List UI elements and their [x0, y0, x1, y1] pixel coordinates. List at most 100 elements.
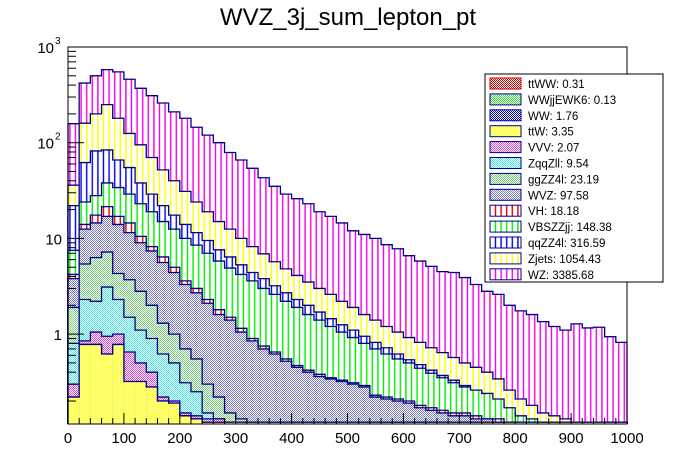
legend-label: qqZZ4l: 316.59 — [528, 238, 605, 250]
bar-vbszzjj-bin-24 — [336, 332, 348, 424]
legend-swatch — [489, 236, 522, 249]
legend-entry-wvz: WVZ: 97.58 — [489, 188, 589, 202]
legend-label: VBSZZjj: 148.38 — [528, 222, 612, 234]
bar-ttw-bin-22 — [313, 422, 326, 424]
bar-ttw-bin-37 — [481, 422, 493, 424]
bar-vbszzjj-bin-34 — [448, 382, 460, 424]
bar-vbszzjj-bin-22 — [313, 320, 326, 424]
legend-swatch — [489, 268, 522, 281]
bar-wz-bin-43 — [548, 326, 560, 424]
legend-label: ttW: 3.35 — [528, 127, 574, 139]
bar-wvz-bin-22 — [313, 376, 326, 424]
bar-ttw-bin-1 — [79, 344, 91, 424]
legend-entry-wwjjewk6: WWjjEWK6: 0.13 — [489, 93, 616, 107]
bar-wz-bin-41 — [526, 314, 538, 424]
bar-ttw-bin-20 — [291, 422, 303, 424]
x-tick-label: 800 — [503, 430, 528, 447]
legend-swatch — [489, 220, 522, 233]
legend-entry-ww: WW: 1.76 — [489, 109, 578, 123]
y-tick-exponent: 2 — [55, 132, 61, 143]
bar-ttw-bin-48 — [604, 422, 616, 424]
bar-wvz-bin-36 — [470, 418, 482, 424]
bar-wz-bin-45 — [571, 323, 583, 424]
bar-zjets-bin-43 — [548, 415, 560, 424]
legend-label: WZ: 3385.68 — [528, 270, 594, 282]
bar-ggzz4l-bin-13 — [213, 397, 225, 424]
bar-ttw-bin-23 — [325, 422, 337, 424]
bar-vbszzjj-bin-30 — [403, 362, 415, 424]
bar-zqqzll-bin-10 — [179, 382, 191, 424]
bar-wz-bin-49 — [615, 342, 627, 424]
bar-ttw-bin-28 — [381, 422, 393, 424]
bar-wvz-bin-14 — [224, 320, 236, 424]
bar-vbszzjj-bin-28 — [381, 353, 393, 424]
bar-ttw-bin-11 — [190, 418, 203, 424]
bar-wvz-bin-17 — [258, 348, 270, 424]
bar-wvz-bin-34 — [448, 415, 460, 424]
bar-wvz-bin-24 — [336, 381, 348, 424]
legend-label: ZqqZll: 9.54 — [528, 159, 589, 171]
bar-ttw-bin-35 — [459, 422, 471, 424]
bar-zqqzll-bin-8 — [157, 353, 169, 424]
legend-swatch — [489, 141, 522, 154]
bar-wz-bin-36 — [470, 284, 482, 424]
bar-wvz-bin-18 — [269, 353, 281, 424]
bar-ttw-bin-43 — [548, 422, 560, 424]
bar-wz-bin-39 — [504, 305, 516, 424]
legend-label: ttWW: 0.31 — [528, 79, 585, 91]
bar-wvz-bin-29 — [392, 400, 404, 424]
bar-vbszzjj-bin-41 — [526, 418, 538, 424]
bar-wz-bin-38 — [492, 294, 505, 424]
bar-ttw-bin-19 — [280, 422, 292, 424]
x-tick-label: 300 — [223, 430, 248, 447]
legend-swatch — [489, 125, 522, 138]
bar-ttw-bin-24 — [336, 422, 348, 424]
x-tick-label: 200 — [167, 430, 192, 447]
x-tick-label: 900 — [559, 430, 584, 447]
bar-vbszzjj-bin-26 — [358, 343, 370, 424]
bar-zjets-bin-39 — [504, 390, 516, 424]
legend-label: VH: 18.18 — [528, 206, 579, 218]
legend-label: ggZZ4l: 23.19 — [528, 174, 599, 186]
bar-wvz-bin-15 — [235, 332, 247, 424]
bar-ttw-bin-16 — [246, 422, 259, 424]
bar-ttw-bin-42 — [537, 422, 549, 424]
bar-ttw-bin-31 — [414, 422, 426, 424]
bar-zjets-bin-41 — [526, 405, 538, 424]
bar-ttw-bin-14 — [224, 422, 236, 424]
bar-wz-bin-32 — [425, 266, 437, 424]
bar-vh-bin-38 — [492, 418, 505, 424]
bar-wvz-bin-12 — [202, 303, 214, 424]
legend-entry-vbszzjj: VBSZZjj: 148.38 — [489, 220, 612, 234]
bar-ttw-bin-3 — [101, 353, 113, 424]
bar-ttw-bin-39 — [504, 422, 516, 424]
legend-swatch — [489, 172, 522, 185]
outline-zjets — [67, 103, 628, 424]
bar-wz-bin-34 — [448, 272, 460, 424]
outline-wvz — [67, 215, 628, 424]
bar-ttw-bin-41 — [526, 422, 538, 424]
bar-ttw-bin-36 — [470, 422, 482, 424]
bar-ttw-bin-34 — [448, 422, 460, 424]
legend-entry-ttw: ttW: 3.35 — [489, 125, 574, 139]
y-tick-label: 1 — [54, 327, 62, 344]
bar-ttw-bin-17 — [258, 422, 270, 424]
bar-ggzz4l-bin-14 — [224, 412, 236, 424]
x-tick-label: 400 — [279, 430, 304, 447]
x-tick-label: 100 — [111, 430, 136, 447]
bar-vbszzjj-bin-32 — [425, 373, 437, 424]
bar-ggzz4l-bin-15 — [235, 418, 247, 424]
bar-ttw-bin-5 — [123, 381, 136, 424]
bar-ggzz4l-bin-12 — [202, 384, 214, 424]
x-tick-label: 1000 — [610, 430, 643, 447]
legend-swatch — [489, 77, 522, 90]
histogram-layers — [67, 68, 628, 425]
bar-ttw-bin-18 — [269, 422, 281, 424]
legend-label: Zjets: 1054.43 — [528, 254, 601, 266]
bar-wz-bin-37 — [481, 291, 493, 424]
bar-ttw-bin-6 — [135, 381, 147, 424]
bar-wvz-bin-37 — [481, 418, 493, 424]
bar-zqqzll-bin-9 — [168, 362, 180, 424]
bar-ttw-bin-29 — [392, 422, 404, 424]
